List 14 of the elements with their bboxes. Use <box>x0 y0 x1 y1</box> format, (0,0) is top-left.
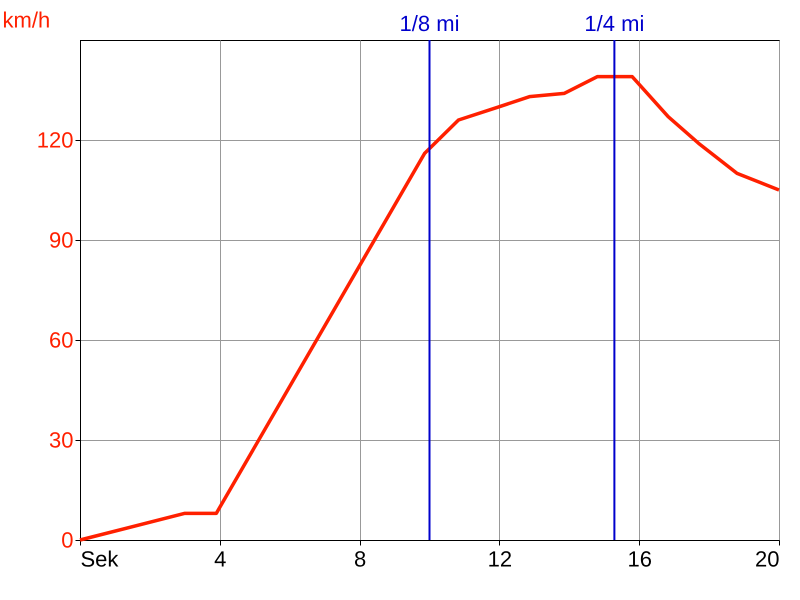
y-tick-label: 30 <box>49 428 74 452</box>
y-tick-label: 120 <box>36 128 74 152</box>
y-tick-label: 0 <box>61 528 74 552</box>
x-tick-label: 12 <box>488 546 512 572</box>
x-tick-label: 8 <box>354 546 366 572</box>
x-tick-label: 16 <box>627 546 652 572</box>
y-axis-title: km/h <box>2 8 50 32</box>
ref-line-label: 1/8 mi <box>400 11 460 36</box>
y-tick-label: 90 <box>49 228 74 252</box>
x-tick-label: 4 <box>214 546 226 572</box>
y-tick-label: 60 <box>49 328 74 352</box>
x-tick-label: 20 <box>755 546 780 572</box>
x-tick-label: Sek <box>80 546 120 572</box>
ref-line-label: 1/4 mi <box>584 11 644 36</box>
